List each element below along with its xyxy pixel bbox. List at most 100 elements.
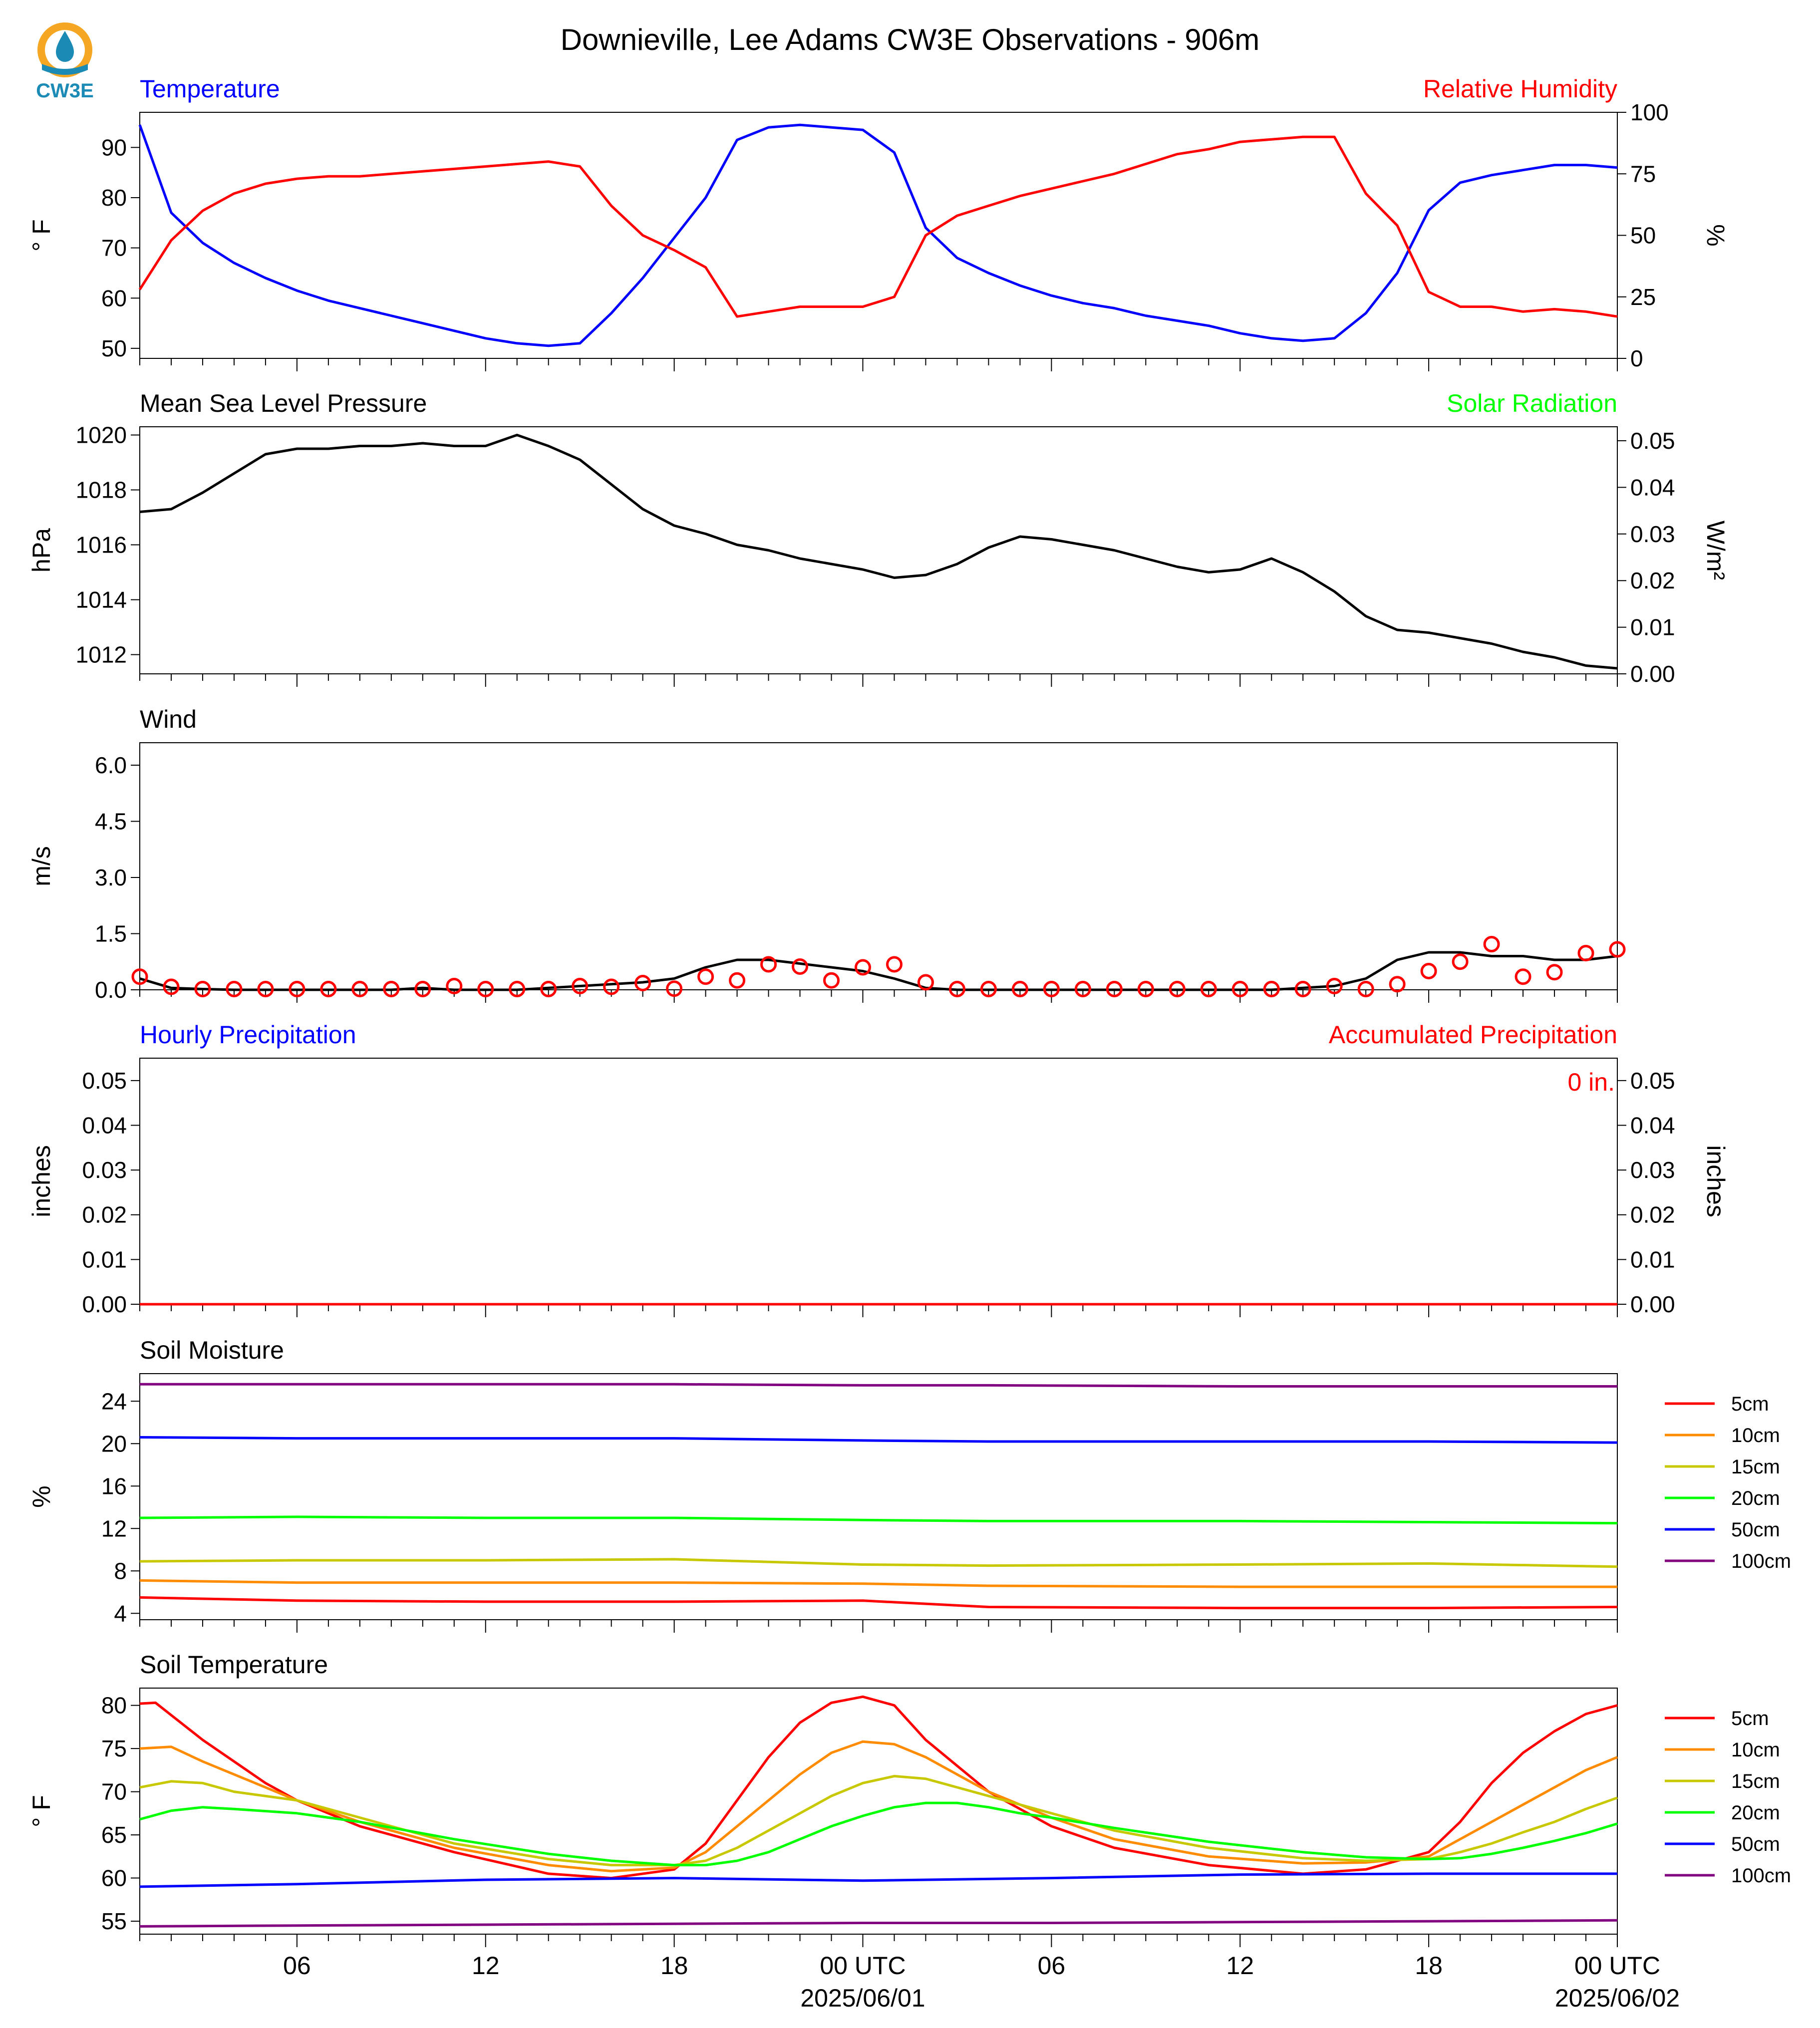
data-point-wind-1-15 xyxy=(603,978,620,995)
accumulated-total-label: 0 in. xyxy=(1567,1068,1615,1096)
legend-label: 50cm xyxy=(1731,1519,1780,1541)
x-tick-label: 06 xyxy=(1038,1952,1066,1980)
data-point-wind-1-30 xyxy=(1074,981,1091,997)
y-tick-label-left: 0.03 xyxy=(82,1157,127,1183)
series-line-soilm-3 xyxy=(139,1515,1618,1525)
series-line-soilt-5 xyxy=(139,1919,1618,1928)
data-point-wind-1-47 xyxy=(1609,941,1626,958)
data-point-wind-1-34 xyxy=(1200,981,1217,997)
logo-drop-icon xyxy=(56,31,74,62)
data-point-wind-1-36 xyxy=(1263,981,1280,997)
legend-label: 15cm xyxy=(1731,1770,1780,1792)
x-tick-label: 18 xyxy=(660,1952,688,1980)
data-point-wind-1-3 xyxy=(226,981,243,997)
legend-label: 20cm xyxy=(1731,1487,1780,1509)
plot-frame xyxy=(139,1373,1618,1620)
series-line-soilt-3 xyxy=(139,1801,1618,1867)
logo-text: CW3E xyxy=(36,80,94,102)
y-axis-label-left: ° F xyxy=(27,219,55,251)
data-point-wind-1-40 xyxy=(1389,976,1406,993)
y-tick-label-left: 6.0 xyxy=(95,752,127,778)
y-tick-label-left: 0.04 xyxy=(82,1112,127,1138)
panels: Temperature Relative Humidity5060708090° … xyxy=(27,75,1791,2012)
y-axis-label-left: m/s xyxy=(27,846,55,886)
data-point-wind-1-44 xyxy=(1515,968,1531,985)
y-tick-label-left: 60 xyxy=(101,285,127,311)
panel-title-right: Accumulated Precipitation xyxy=(1329,1021,1617,1049)
panel-title-left: Mean Sea Level Pressure xyxy=(140,389,427,417)
y-axis-label-right: inches xyxy=(1702,1145,1730,1217)
y-tick-label-left: 3.0 xyxy=(95,865,127,890)
data-point-wind-1-42 xyxy=(1452,953,1469,970)
series-line-soilm-4 xyxy=(139,1436,1618,1444)
y-tick-label-left: 1.5 xyxy=(95,921,127,947)
y-tick-label-left: 50 xyxy=(101,335,127,361)
plot-frame xyxy=(139,426,1618,674)
data-point-wind-1-1 xyxy=(163,978,180,995)
data-point-wind-1-17 xyxy=(666,980,683,997)
y-tick-label-right: 0.00 xyxy=(1630,661,1675,687)
panel-title-left: Soil Temperature xyxy=(140,1651,328,1679)
plot-frame xyxy=(139,742,1618,990)
y-tick-label-right: 0 xyxy=(1630,345,1643,371)
y-tick-label-right: 0.04 xyxy=(1630,474,1675,500)
y-tick-label-right: 0.03 xyxy=(1630,1157,1675,1183)
data-point-wind-1-24 xyxy=(886,956,903,973)
data-point-wind-1-4 xyxy=(257,981,274,997)
panel-title-left: Temperature xyxy=(140,75,280,103)
data-point-wind-1-12 xyxy=(509,981,526,997)
y-tick-label-left: 90 xyxy=(101,134,127,160)
y-tick-label-left: 80 xyxy=(101,1693,127,1719)
y-tick-label-left: 0.05 xyxy=(82,1068,127,1094)
data-point-wind-1-2 xyxy=(194,981,211,997)
panel-title-right: Relative Humidity xyxy=(1423,75,1617,103)
y-tick-label-right: 25 xyxy=(1630,284,1656,310)
data-point-wind-1-16 xyxy=(634,975,651,991)
data-point-wind-1-43 xyxy=(1483,936,1500,952)
y-tick-label-right: 100 xyxy=(1630,99,1669,125)
series-line-wind-0 xyxy=(139,951,1618,991)
x-tick-label: 12 xyxy=(1226,1952,1254,1980)
y-tick-label-left: 55 xyxy=(101,1908,127,1934)
y-tick-label-right: 0.02 xyxy=(1630,1202,1675,1228)
series-line-soilt-0 xyxy=(139,1695,1618,1880)
date-label: 2025/06/01 xyxy=(800,1984,925,2012)
y-tick-label-right: 0.01 xyxy=(1630,614,1675,640)
y-tick-label-right: 0.00 xyxy=(1630,1291,1675,1317)
y-tick-label-left: 1020 xyxy=(76,422,127,448)
panel-soilt: Soil Temperature 55 60 65 70 75 80 ° F 5cm 10cm 15… xyxy=(27,1651,1791,2012)
data-point-wind-1-11 xyxy=(477,981,494,997)
y-tick-label-left: 4 xyxy=(114,1600,127,1626)
logo-water-icon xyxy=(42,64,88,75)
series-line-temperature-0 xyxy=(138,123,1618,347)
data-point-wind-1-31 xyxy=(1106,981,1123,997)
y-tick-label-right: 75 xyxy=(1630,161,1656,187)
y-axis-label-left: hPa xyxy=(27,528,55,573)
y-axis-label-right: W/m² xyxy=(1702,521,1730,580)
panel-wind: Wind 0.0 1.5 3.0 4.5 6.0 m/s xyxy=(27,705,1626,1003)
legend-label: 5cm xyxy=(1731,1708,1769,1730)
legend-label: 15cm xyxy=(1731,1456,1780,1478)
data-point-wind-1-21 xyxy=(792,958,809,975)
series-line-soilt-2 xyxy=(139,1774,1618,1867)
data-point-wind-1-26 xyxy=(948,981,965,997)
y-axis-label-left: ° F xyxy=(27,1795,55,1827)
chart-title: Downieville, Lee Adams CW3E Observations… xyxy=(561,23,1260,56)
panel-soilm: Soil Moisture 4 8 12 16 20 24% 5cm 10cm 15cm 20cm 5… xyxy=(27,1336,1791,1633)
panel-title-left: Soil Moisture xyxy=(140,1336,284,1364)
y-tick-label-left: 1012 xyxy=(76,642,127,668)
y-tick-label-left: 0.02 xyxy=(82,1202,127,1228)
data-point-wind-1-9 xyxy=(414,981,431,997)
data-point-wind-1-7 xyxy=(351,981,368,997)
x-tick-label: 12 xyxy=(472,1952,500,1980)
panel-temperature: Temperature Relative Humidity 50 60 70 80 90 ° … xyxy=(27,75,1730,371)
data-point-wind-1-27 xyxy=(980,981,997,997)
data-point-wind-1-39 xyxy=(1357,981,1374,997)
y-tick-label-left: 20 xyxy=(101,1431,127,1456)
legend-label: 50cm xyxy=(1731,1833,1780,1855)
y-tick-label-left: 0.01 xyxy=(82,1246,127,1272)
data-point-wind-1-22 xyxy=(823,972,840,989)
y-tick-label-left: 60 xyxy=(101,1865,127,1891)
legend-label: 10cm xyxy=(1731,1425,1780,1447)
